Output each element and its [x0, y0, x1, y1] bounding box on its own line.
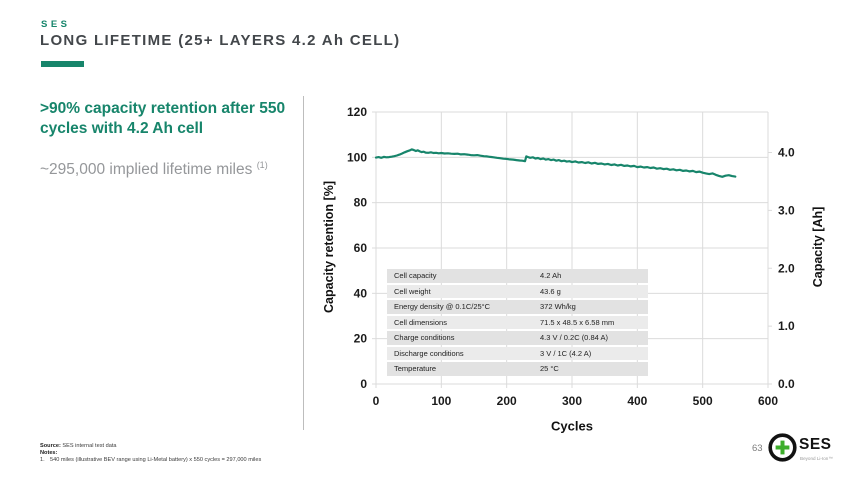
- y-axis-label-right: Capacity [Ah]: [811, 206, 825, 288]
- source-line: Source: SES internal test data: [40, 443, 261, 450]
- spec-value: 43.6 g: [540, 286, 561, 296]
- svg-text:80: 80: [354, 196, 368, 210]
- ses-logo-mark-icon: [768, 433, 797, 462]
- svg-text:3.0: 3.0: [778, 203, 795, 217]
- notes-label-line: Notes:: [40, 450, 261, 457]
- spec-label: Discharge conditions: [394, 348, 464, 358]
- spec-row: Cell capacity 4.2 Ah: [387, 269, 648, 283]
- title-accent-bar: [41, 61, 84, 67]
- note-number: 1.: [40, 457, 45, 464]
- svg-text:1.0: 1.0: [778, 319, 795, 333]
- spec-value: 25 °C: [540, 364, 559, 374]
- svg-text:300: 300: [562, 394, 582, 408]
- brand-eyebrow: SES: [41, 19, 71, 30]
- spec-value: 4.2 Ah: [540, 271, 562, 281]
- source-label: Source:: [40, 443, 61, 449]
- subline-text: ~295,000 implied lifetime miles: [40, 161, 253, 179]
- svg-text:100: 100: [347, 150, 367, 164]
- spec-label: Temperature: [394, 364, 437, 374]
- spec-value: 372 Wh/kg: [540, 302, 576, 312]
- spec-row: Cell weight 43.6 g: [387, 284, 648, 298]
- headline: >90% capacity retention after 550 cycles…: [40, 100, 286, 138]
- svg-text:200: 200: [497, 394, 517, 408]
- capacity-retention-chart: 0 20 40 60 80 100 120 0.0 1.0 2.0 3.0 4.0 0 100 200 300…: [347, 105, 795, 408]
- svg-text:40: 40: [354, 286, 368, 300]
- svg-text:60: 60: [354, 241, 368, 255]
- ses-logo-tagline: Beyond Li-Ion™: [800, 456, 833, 461]
- spec-row: Discharge conditions 3 V / 1C (4.2 A): [387, 346, 648, 360]
- page-title: LONG LIFETIME (25+ LAYERS 4.2 Ah CELL): [40, 32, 401, 49]
- svg-text:120: 120: [347, 105, 367, 119]
- spec-value: 3 V / 1C (4.2 A): [540, 348, 592, 358]
- svg-text:0: 0: [360, 377, 367, 391]
- spec-row: Energy density @ 0.1C/25°C 372 Wh/kg: [387, 300, 648, 314]
- ses-logo-text: SES: [799, 436, 832, 453]
- svg-text:0.0: 0.0: [778, 377, 795, 391]
- subline: ~295,000 implied lifetime miles (1): [40, 160, 280, 181]
- cell-spec-table: Cell capacity 4.2 Ah Cell weight 43.6 g Ener…: [387, 269, 648, 376]
- ses-logo: SES Beyond Li-Ion™: [768, 432, 840, 466]
- note-text: 540 miles (illustrative BEV range using …: [50, 457, 262, 464]
- spec-label: Cell weight: [394, 286, 431, 296]
- source-text: SES internal test data: [62, 443, 117, 449]
- spec-label: Cell capacity: [394, 271, 437, 281]
- footer-notes: Source: SES internal test data Notes: 1.…: [40, 443, 261, 464]
- spec-label: Energy density @ 0.1C/25°C: [394, 302, 491, 312]
- svg-text:500: 500: [693, 394, 713, 408]
- spec-value: 4.3 V / 0.2C (0.84 A): [540, 333, 608, 343]
- spec-label: Cell dimensions: [394, 317, 447, 327]
- svg-text:4.0: 4.0: [778, 146, 795, 160]
- x-axis-label: Cycles: [551, 418, 593, 434]
- footnote-ref: (1): [256, 160, 268, 170]
- y-axis-label-left: Capacity retention [%]: [322, 181, 336, 313]
- spec-row: Temperature 25 °C: [387, 362, 648, 376]
- svg-text:100: 100: [431, 394, 451, 408]
- svg-text:400: 400: [627, 394, 647, 408]
- spec-value: 71.5 x 48.5 x 6.58 mm: [540, 317, 615, 327]
- svg-text:20: 20: [354, 332, 368, 346]
- note-line: 1. 540 miles (illustrative BEV range usin…: [40, 457, 261, 464]
- svg-text:2.0: 2.0: [778, 261, 795, 275]
- svg-text:0: 0: [373, 394, 380, 408]
- vertical-divider: [303, 96, 304, 430]
- spec-row: Charge conditions 4.3 V / 0.2C (0.84 A): [387, 331, 648, 345]
- page-number: 63: [752, 443, 763, 454]
- notes-label: Notes:: [40, 450, 58, 457]
- spec-label: Charge conditions: [394, 333, 455, 343]
- spec-row: Cell dimensions 71.5 x 48.5 x 6.58 mm: [387, 315, 648, 329]
- svg-text:600: 600: [758, 394, 778, 408]
